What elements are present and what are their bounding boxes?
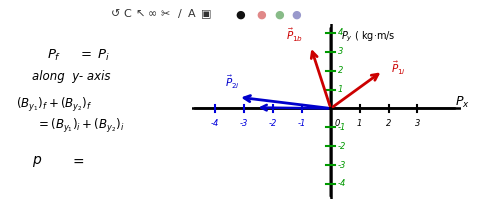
Text: along  y- axis: along y- axis bbox=[32, 70, 110, 83]
Text: $p$: $p$ bbox=[32, 154, 42, 169]
Text: ●: ● bbox=[257, 9, 266, 19]
Text: 1: 1 bbox=[357, 119, 362, 128]
Text: ↖: ↖ bbox=[135, 9, 145, 19]
Text: $= \; P_i$: $= \; P_i$ bbox=[78, 48, 110, 63]
Text: C: C bbox=[123, 9, 131, 19]
Text: $\vec{P}_{2i}$: $\vec{P}_{2i}$ bbox=[225, 74, 240, 91]
Text: $(B_{y_1})_f + (B_{y_2})_f$: $(B_{y_1})_f + (B_{y_2})_f$ bbox=[16, 96, 93, 114]
Text: ↺: ↺ bbox=[110, 9, 120, 19]
Text: $P_f$: $P_f$ bbox=[47, 48, 61, 63]
Text: -4: -4 bbox=[211, 119, 219, 128]
Text: 2: 2 bbox=[338, 66, 343, 75]
Text: $\vec{P}_{1i}$: $\vec{P}_{1i}$ bbox=[391, 60, 407, 77]
Text: A: A bbox=[188, 9, 196, 19]
Text: ✂: ✂ bbox=[161, 9, 170, 19]
Text: 1: 1 bbox=[338, 85, 343, 94]
Text: -2: -2 bbox=[269, 119, 277, 128]
Text: ●: ● bbox=[235, 9, 245, 19]
Text: ●: ● bbox=[275, 9, 284, 19]
Text: -1: -1 bbox=[338, 123, 347, 132]
Text: $P_x$: $P_x$ bbox=[455, 95, 470, 110]
Text: -2: -2 bbox=[338, 142, 347, 151]
Text: ∞: ∞ bbox=[148, 9, 157, 19]
Text: -1: -1 bbox=[298, 119, 306, 128]
Text: 2: 2 bbox=[386, 119, 391, 128]
Text: 4: 4 bbox=[338, 28, 343, 37]
Text: 3: 3 bbox=[415, 119, 420, 128]
Text: $P_y$ ( kg·m/s: $P_y$ ( kg·m/s bbox=[341, 29, 396, 44]
Text: -4: -4 bbox=[338, 179, 347, 188]
Text: 3: 3 bbox=[338, 47, 343, 56]
Text: ▣: ▣ bbox=[201, 9, 212, 19]
Text: $= (B_{y_1})_i + (B_{y_2})_i$: $= (B_{y_1})_i + (B_{y_2})_i$ bbox=[36, 117, 124, 135]
Text: 0: 0 bbox=[335, 119, 340, 128]
Text: /: / bbox=[178, 9, 182, 19]
Text: $=$: $=$ bbox=[70, 154, 85, 168]
Text: -3: -3 bbox=[338, 160, 347, 169]
Text: -3: -3 bbox=[240, 119, 248, 128]
Text: $\vec{P}_{1b}$: $\vec{P}_{1b}$ bbox=[286, 27, 303, 44]
Text: ●: ● bbox=[292, 9, 301, 19]
